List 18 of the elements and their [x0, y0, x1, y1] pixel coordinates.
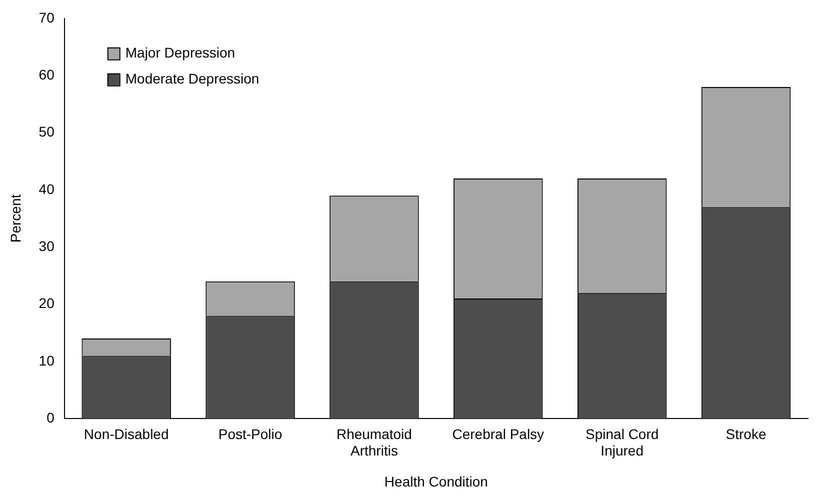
y-tick-label: 70	[38, 9, 55, 26]
y-tick-label: 10	[38, 352, 55, 368]
legend-label: Major Depression	[125, 44, 236, 60]
y-tick-label: 20	[38, 295, 55, 312]
legend-label: Moderate Depression	[125, 70, 260, 86]
x-axis-title: Health Condition	[384, 473, 488, 490]
y-tick-label: 50	[38, 124, 55, 140]
y-tick-label: 60	[38, 66, 55, 82]
x-tick-label: Cerebral Palsy	[452, 426, 544, 442]
y-axis-title: Percent	[7, 194, 24, 243]
y-tick-label: 30	[38, 238, 55, 254]
y-tick-label: 40	[38, 180, 55, 197]
x-tick-label: Rheumatoid Arthritis	[336, 426, 412, 459]
x-tick-label: Stroke	[726, 426, 766, 442]
x-tick-label: Spinal Cord Injured	[586, 426, 659, 459]
x-tick-label: Non-Disabled	[84, 426, 169, 442]
y-tick-label: 0	[46, 409, 55, 426]
x-tick-label: Post-Polio	[218, 426, 282, 442]
